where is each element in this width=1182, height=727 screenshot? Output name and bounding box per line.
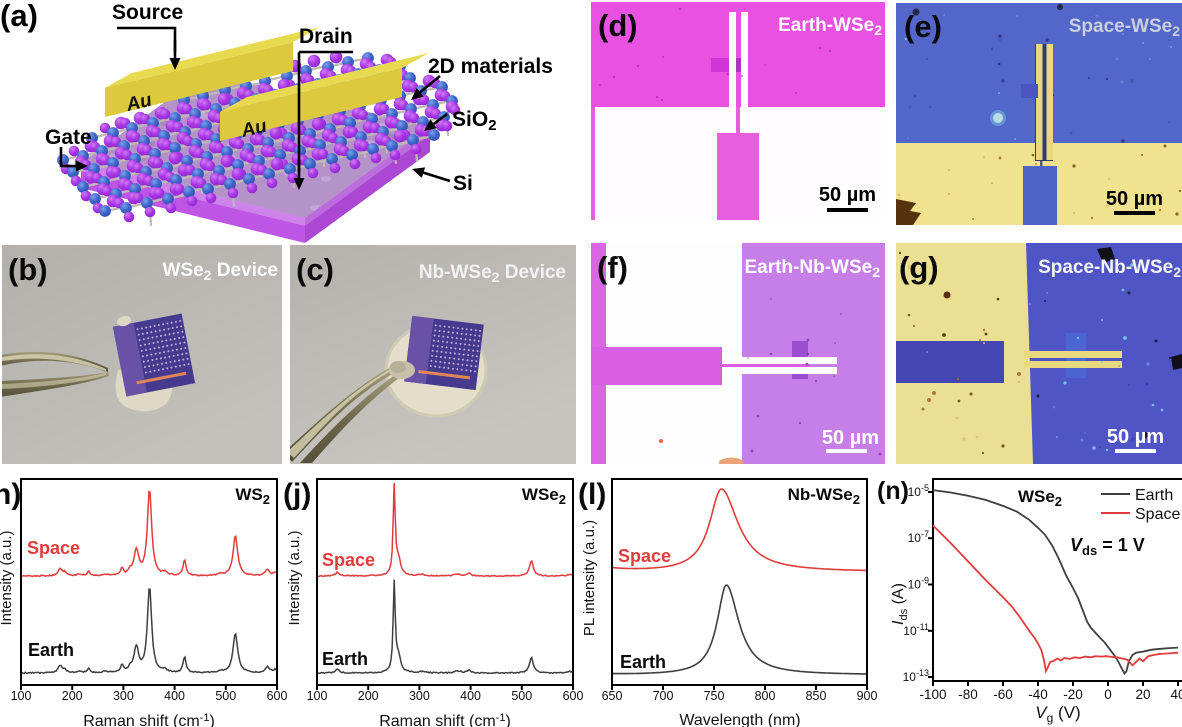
svg-text:PL intensity (a.u.): PL intensity (a.u.): [581, 520, 598, 636]
svg-text:Intensity (a.u.): Intensity (a.u.): [0, 530, 15, 625]
svg-text:Ids (A): Ids (A): [890, 583, 910, 625]
svg-text:Space: Space: [27, 538, 80, 558]
svg-text:Space: Space: [618, 546, 671, 566]
svg-text:Raman shift (cm-1): Raman shift (cm-1): [83, 712, 215, 727]
svg-text:Vds = 1 V: Vds = 1 V: [1070, 535, 1145, 558]
svg-text:40: 40: [1170, 687, 1182, 702]
svg-text:Si: Si: [453, 172, 473, 195]
svg-text:-100: -100: [919, 687, 946, 702]
svg-text:50 µm: 50 µm: [819, 184, 876, 206]
svg-text:(a): (a): [0, 0, 38, 33]
svg-text:Vg (V): Vg (V): [1035, 703, 1080, 725]
svg-text:500: 500: [215, 689, 236, 703]
svg-text:0: 0: [1104, 687, 1112, 702]
svg-text:2D materials: 2D materials: [428, 55, 553, 78]
svg-text:(j): (j): [283, 478, 311, 511]
svg-text:Intensity (a.u.): Intensity (a.u.): [286, 530, 303, 625]
svg-text:(l): (l): [578, 478, 606, 511]
svg-text:750: 750: [704, 689, 725, 703]
svg-text:Earth: Earth: [322, 649, 368, 669]
svg-text:50 µm: 50 µm: [822, 427, 879, 449]
svg-text:200: 200: [358, 689, 379, 703]
svg-text:Raman shift (cm-1): Raman shift (cm-1): [379, 712, 511, 727]
svg-text:WSe2 Device: WSe2 Device: [162, 260, 278, 283]
svg-text:(e): (e): [904, 9, 942, 44]
svg-text:WSe2: WSe2: [1018, 487, 1062, 509]
svg-text:Space-Nb-WSe2: Space-Nb-WSe2: [1038, 257, 1181, 280]
svg-text:700: 700: [653, 689, 674, 703]
svg-text:Drain: Drain: [299, 25, 353, 48]
svg-text:Earth: Earth: [1135, 487, 1173, 504]
svg-text:300: 300: [409, 689, 430, 703]
svg-text:50 µm: 50 µm: [1106, 188, 1163, 210]
svg-text:Space: Space: [1135, 506, 1180, 523]
svg-text:20: 20: [1135, 687, 1150, 702]
svg-text:Space-WSe2: Space-WSe2: [1069, 16, 1180, 39]
svg-text:Nb-WSe2: Nb-WSe2: [788, 485, 860, 507]
svg-text:500: 500: [511, 689, 532, 703]
svg-text:400: 400: [164, 689, 185, 703]
svg-text:200: 200: [62, 689, 83, 703]
svg-text:-80: -80: [958, 687, 978, 702]
svg-text:-20: -20: [1063, 687, 1083, 702]
svg-text:100: 100: [11, 689, 32, 703]
svg-text:Gate: Gate: [45, 126, 92, 149]
svg-text:600: 600: [267, 689, 288, 703]
svg-text:(d): (d): [598, 8, 638, 43]
svg-text:(h): (h): [0, 478, 21, 511]
svg-text:300: 300: [113, 689, 134, 703]
svg-text:900: 900: [857, 689, 878, 703]
svg-text:(g): (g): [899, 250, 939, 285]
svg-text:850: 850: [806, 689, 827, 703]
svg-text:WSe2: WSe2: [522, 485, 566, 507]
svg-text:600: 600: [563, 689, 584, 703]
svg-text:Earth: Earth: [620, 652, 666, 672]
svg-text:Nb-WSe2 Device: Nb-WSe2 Device: [419, 262, 566, 285]
svg-text:Source: Source: [112, 1, 183, 24]
svg-text:50 µm: 50 µm: [1107, 426, 1164, 448]
svg-text:(f): (f): [597, 250, 628, 285]
svg-text:Earth-Nb-WSe2: Earth-Nb-WSe2: [744, 257, 880, 280]
svg-text:Wavelength (nm): Wavelength (nm): [679, 712, 800, 727]
svg-text:(n): (n): [877, 477, 909, 505]
svg-text:Earth: Earth: [28, 640, 74, 660]
svg-text:Space: Space: [322, 550, 375, 570]
svg-text:800: 800: [755, 689, 776, 703]
svg-text:(b): (b): [8, 252, 48, 287]
svg-text:650: 650: [602, 689, 623, 703]
svg-text:100: 100: [307, 689, 328, 703]
svg-text:WS2: WS2: [235, 485, 270, 507]
svg-text:-60: -60: [993, 687, 1013, 702]
svg-text:-40: -40: [1028, 687, 1048, 702]
svg-text:(c): (c): [296, 252, 334, 287]
svg-text:400: 400: [460, 689, 481, 703]
svg-text:Earth-WSe2: Earth-WSe2: [778, 15, 882, 38]
